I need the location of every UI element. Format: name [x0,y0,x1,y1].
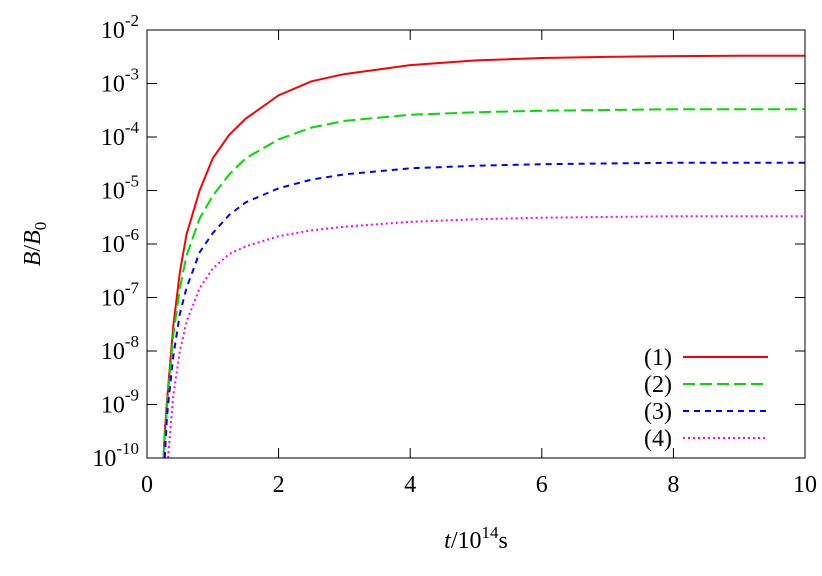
y-tick-exp: -7 [125,279,140,298]
x-tick-label: 10 [793,472,817,498]
y-label-part: / [20,245,46,252]
y-tick-exp: -9 [125,386,139,405]
y-tick-label: 10-10 [92,439,139,472]
y-tick-base: 10 [101,125,125,151]
y-tick-exp: -10 [116,439,139,458]
x-label-part: t [444,528,452,554]
legend-label: (4) [644,426,672,452]
y-tick-exp: -6 [125,225,139,244]
y-tick-label: 10-5 [101,172,139,205]
y-tick-label: 10-2 [101,11,139,44]
series-line [163,161,805,459]
y-axis-label: B/B0 [20,222,50,267]
y-tick-exp: -3 [125,65,139,84]
y-label-part: B [20,230,46,245]
legend-label: (3) [644,399,672,425]
x-tick-label: 2 [273,472,285,498]
y-label-part: B [20,251,46,266]
x-axis-label: t/1014s [444,523,508,554]
y-tick-exp: -4 [125,118,140,137]
legend-label: (1) [644,345,672,371]
y-tick-exp: -5 [125,172,139,191]
y-tick-base: 10 [101,232,125,258]
series-line [162,108,805,459]
series-line [167,215,805,459]
x-label-part: /10 [451,528,482,554]
y-tick-exp: -8 [125,332,139,351]
y-tick-exp: -2 [125,11,139,30]
x-label-part: 14 [482,523,500,542]
x-tick-label: 4 [404,472,416,498]
y-tick-base: 10 [101,179,125,205]
y-tick-label: 10-7 [101,279,140,312]
x-label-part: s [499,528,508,554]
y-tick-base: 10 [101,339,125,365]
y-tick-label: 10-6 [101,225,139,258]
x-tick-label: 8 [667,472,679,498]
y-tick-base: 10 [101,286,125,312]
y-tick-base: 10 [101,72,125,98]
y-tick-base: 10 [101,393,125,419]
y-tick-label: 10-8 [101,332,139,365]
y-tick-base: 10 [101,18,125,44]
series-line [162,54,805,459]
x-tick-label: 6 [536,472,548,498]
y-tick-label: 10-9 [101,386,139,419]
y-tick-label: 10-4 [101,118,140,151]
y-tick-base: 10 [92,446,116,472]
legend-label: (2) [644,372,672,398]
plot-frame [146,29,806,459]
x-tick-label: 0 [141,472,153,498]
y-tick-label: 10-3 [101,65,139,98]
y-label-part: 0 [31,222,50,231]
